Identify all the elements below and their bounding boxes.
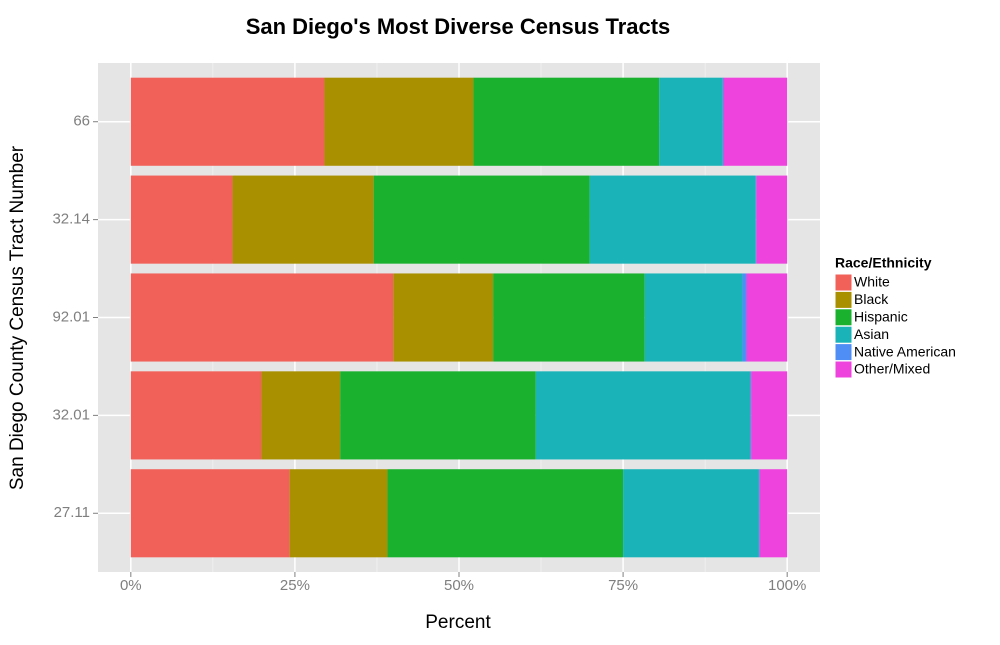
bar-segment <box>759 469 788 558</box>
x-tick-label: 100% <box>768 577 806 594</box>
bar-segment <box>659 77 723 166</box>
bar-segment <box>755 175 757 264</box>
y-tick-label: 32.01 <box>52 406 90 423</box>
x-tick-label: 75% <box>608 577 638 594</box>
legend-label: White <box>854 274 890 290</box>
bar-segment <box>130 469 290 558</box>
legend-label: Asian <box>854 326 889 342</box>
y-tick-label: 92.01 <box>52 308 90 325</box>
bar-segment <box>261 371 341 460</box>
bar-segment <box>623 469 759 558</box>
legend-label: Black <box>854 291 889 307</box>
legend-label: Hispanic <box>854 309 908 325</box>
bar-segment <box>723 77 788 166</box>
legend-label: Native American <box>854 343 956 359</box>
bar-segment <box>130 77 325 166</box>
x-tick-label: 25% <box>280 577 310 594</box>
x-tick-label: 50% <box>444 577 474 594</box>
x-axis-title: Percent <box>425 612 491 633</box>
bar-segment <box>750 371 752 460</box>
bar-segment <box>130 371 262 460</box>
bar-segment <box>387 469 624 558</box>
legend-key <box>834 290 853 309</box>
bar-segment <box>493 273 645 362</box>
bar-segment <box>340 371 536 460</box>
bar-segment <box>722 77 724 166</box>
legend-label: Other/Mixed <box>854 361 930 377</box>
bar-segment <box>644 273 743 362</box>
legend-key <box>834 343 853 362</box>
bar-segment <box>751 371 788 460</box>
legend-key <box>834 273 853 292</box>
bar-segment <box>373 175 590 264</box>
y-tick-label: 27.11 <box>54 504 90 521</box>
y-tick-label: 66 <box>73 113 90 130</box>
legend-title: Race/Ethnicity <box>835 255 932 271</box>
bar-segment <box>473 77 660 166</box>
legend-key <box>834 360 853 379</box>
legend-key <box>834 325 853 344</box>
bar-segment <box>746 273 788 362</box>
bar-segment <box>232 175 374 264</box>
bar-segment <box>393 273 494 362</box>
bar-segment <box>324 77 474 166</box>
bar-segment <box>742 273 747 362</box>
bar-segment <box>756 175 788 264</box>
bar-segment <box>535 371 751 460</box>
y-tick-label: 32.14 <box>52 211 90 228</box>
y-axis-title: San Diego County Census Tract Number <box>7 145 28 490</box>
legend-key <box>834 308 853 327</box>
bar-segment <box>589 175 756 264</box>
chart-title: San Diego's Most Diverse Census Tracts <box>246 14 671 39</box>
x-tick-label: 0% <box>120 577 142 594</box>
bar-segment <box>130 175 233 264</box>
bar-segment <box>289 469 388 558</box>
bar-segment <box>758 469 760 558</box>
bar-segment <box>130 273 394 362</box>
